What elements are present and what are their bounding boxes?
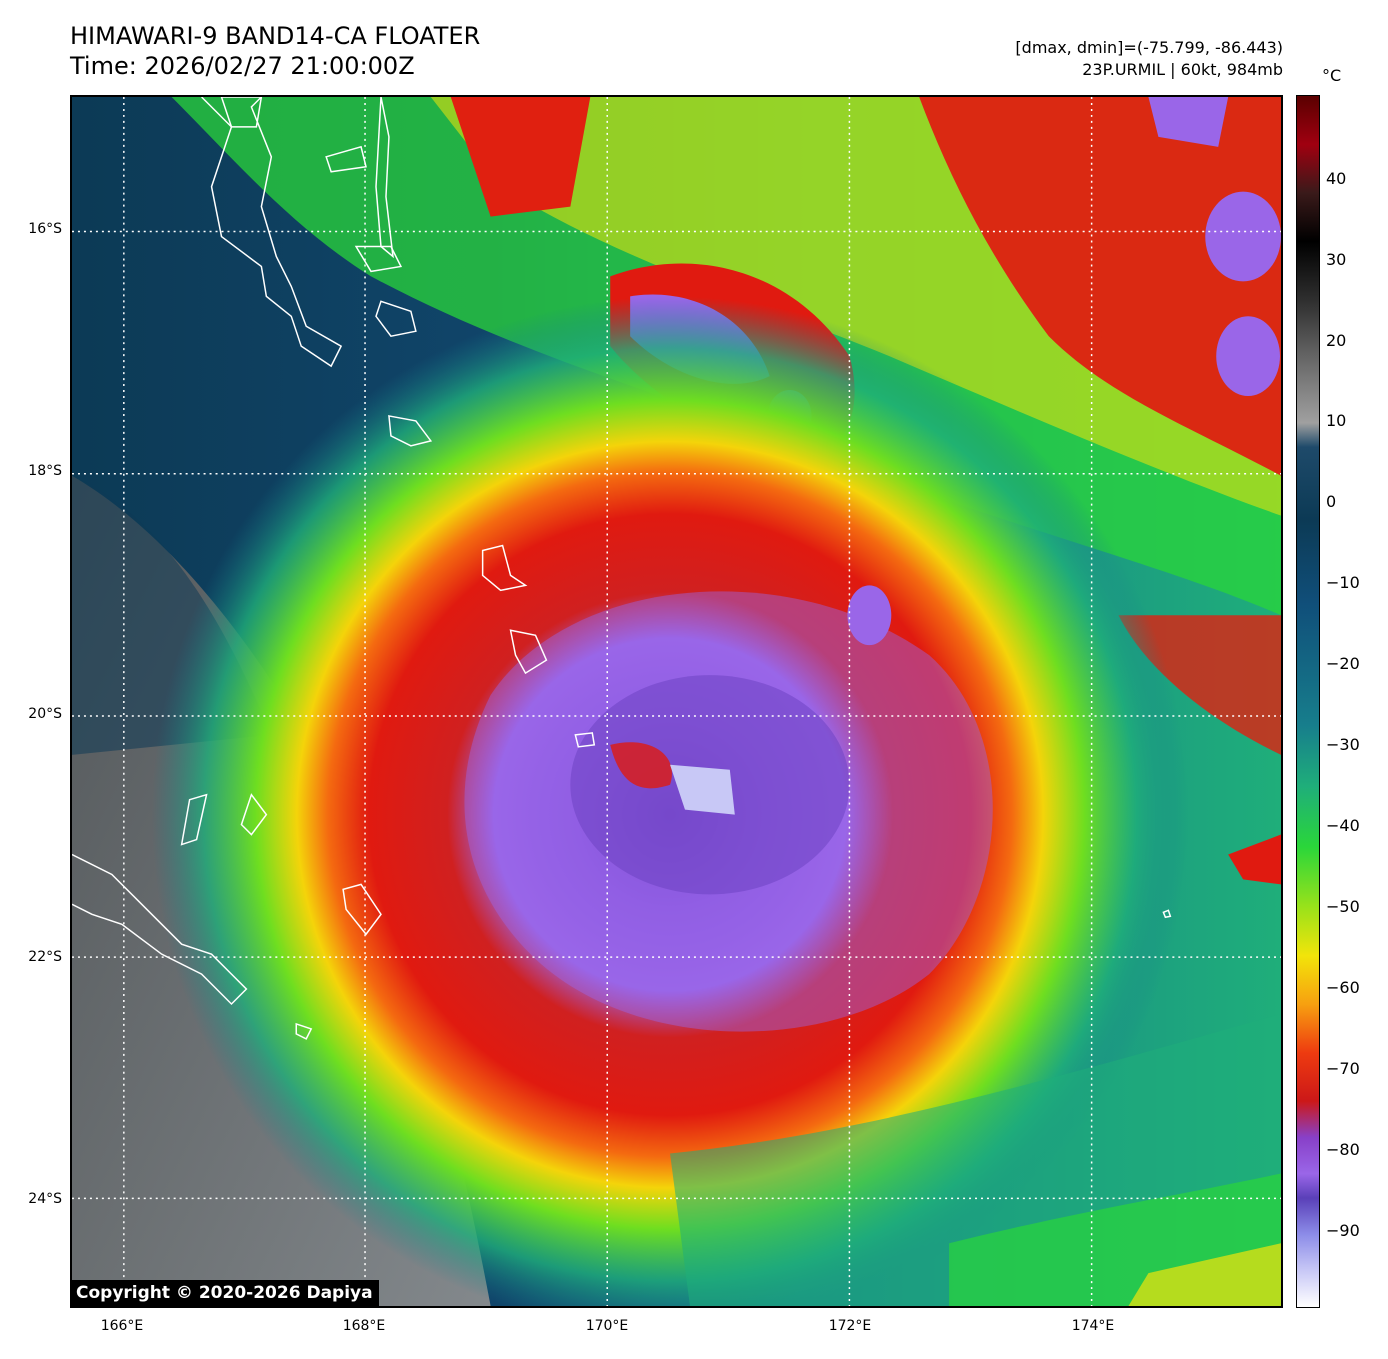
image-title: HIMAWARI-9 BAND14-CA FLOATER — [70, 22, 481, 50]
colorbar-tick: 30 — [1326, 250, 1347, 269]
colorbar-tick: 20 — [1326, 331, 1347, 350]
satellite-imagery — [72, 97, 1281, 1306]
colorbar-tick: −90 — [1326, 1221, 1360, 1240]
lat-label-18s: 18°S — [28, 463, 62, 479]
colorbar-tick: −30 — [1326, 735, 1360, 754]
colorbar-tick: 0 — [1326, 492, 1337, 511]
storm-info-label: 23P.URMIL | 60kt, 984mb — [1082, 60, 1283, 79]
colorbar-tick: −80 — [1326, 1140, 1360, 1159]
copyright-label: Copyright © 2020-2026 Dapiya — [70, 1280, 379, 1306]
colorbar-unit: °C — [1322, 66, 1342, 85]
lat-label-20s: 20°S — [28, 706, 62, 722]
colorbar-tick: 40 — [1326, 169, 1347, 188]
lon-label-166e: 166°E — [100, 1318, 144, 1334]
colorbar-tick: −70 — [1326, 1059, 1360, 1078]
lat-label-24s: 24°S — [28, 1191, 62, 1207]
colorbar-tick: −60 — [1326, 978, 1360, 997]
image-timestamp: Time: 2026/02/27 21:00:00Z — [70, 52, 415, 80]
data-range-label: [dmax, dmin]=(-75.799, -86.443) — [1015, 38, 1283, 57]
lon-label-168e: 168°E — [342, 1318, 386, 1334]
colorbar-tick: −20 — [1326, 654, 1360, 673]
satellite-map[interactable] — [70, 95, 1283, 1308]
colorbar-tick: 10 — [1326, 411, 1347, 430]
lat-label-22s: 22°S — [28, 949, 62, 965]
colorbar-tick: −50 — [1326, 897, 1360, 916]
colorbar-tick: −10 — [1326, 573, 1360, 592]
lon-label-170e: 170°E — [585, 1318, 629, 1334]
colorbar-tick: −40 — [1326, 816, 1360, 835]
lon-label-174e: 174°E — [1071, 1318, 1115, 1334]
lat-label-16s: 16°S — [28, 221, 62, 237]
lon-label-172e: 172°E — [828, 1318, 872, 1334]
temperature-colorbar — [1296, 95, 1320, 1308]
